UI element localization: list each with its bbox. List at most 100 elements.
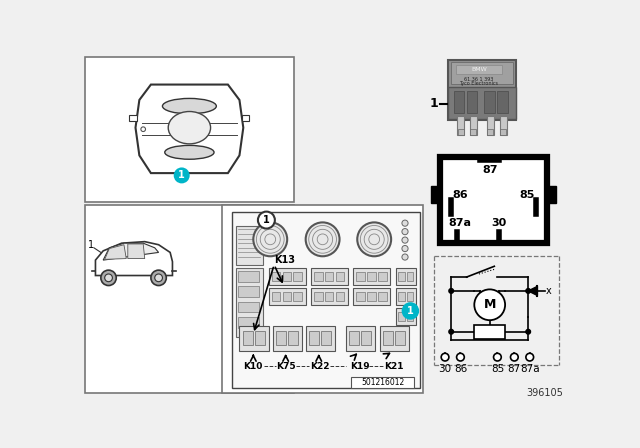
Circle shape — [402, 237, 408, 243]
Bar — [273, 326, 302, 351]
Bar — [396, 308, 416, 325]
Bar — [238, 317, 259, 328]
Bar — [395, 331, 405, 345]
Circle shape — [526, 329, 531, 334]
Text: 501216012: 501216012 — [361, 378, 404, 387]
Circle shape — [526, 289, 531, 293]
Text: 1: 1 — [88, 240, 94, 250]
Circle shape — [493, 353, 501, 361]
Bar — [84, 57, 294, 202]
Circle shape — [141, 127, 145, 132]
Text: M: M — [483, 298, 496, 311]
Circle shape — [357, 222, 391, 256]
Bar — [242, 116, 250, 121]
Bar — [484, 91, 495, 113]
Bar — [276, 331, 285, 345]
Bar — [346, 326, 375, 351]
Text: BMW: BMW — [471, 67, 487, 72]
Polygon shape — [95, 241, 172, 276]
Text: 86: 86 — [454, 364, 467, 374]
Text: K10: K10 — [244, 362, 263, 371]
Bar — [236, 226, 262, 265]
Bar — [314, 292, 323, 301]
Bar — [500, 129, 506, 134]
Bar — [356, 292, 365, 301]
Circle shape — [402, 246, 408, 252]
Bar — [406, 292, 413, 301]
Bar — [351, 377, 414, 388]
Bar — [458, 129, 463, 134]
Bar — [547, 186, 556, 203]
Bar — [356, 271, 365, 281]
Bar — [454, 91, 464, 113]
Circle shape — [402, 254, 408, 260]
Text: 87a: 87a — [520, 364, 540, 374]
Bar — [456, 65, 502, 74]
Bar — [431, 186, 440, 203]
Bar — [367, 292, 376, 301]
Polygon shape — [103, 243, 159, 260]
Text: 87: 87 — [482, 165, 497, 175]
Bar — [236, 268, 262, 337]
Bar — [243, 331, 253, 345]
Text: 87a: 87a — [448, 218, 471, 228]
Circle shape — [456, 353, 464, 361]
Bar — [406, 271, 413, 281]
Bar — [325, 271, 333, 281]
Ellipse shape — [163, 99, 216, 114]
Bar — [293, 292, 302, 301]
Bar — [84, 205, 294, 392]
Bar — [239, 326, 269, 351]
Circle shape — [151, 270, 166, 285]
Text: x: x — [545, 286, 551, 296]
Circle shape — [449, 289, 454, 293]
Bar — [272, 292, 280, 301]
Text: 85: 85 — [491, 364, 504, 374]
Bar — [283, 271, 291, 281]
Circle shape — [402, 228, 408, 235]
Text: 1: 1 — [263, 215, 270, 225]
Text: 1: 1 — [407, 306, 414, 316]
Text: 61.36 1 393: 61.36 1 393 — [464, 77, 493, 82]
Bar — [238, 271, 259, 282]
Bar — [325, 292, 333, 301]
Text: 86: 86 — [452, 190, 468, 200]
Bar — [221, 205, 424, 392]
Text: 396105: 396105 — [526, 388, 563, 397]
Circle shape — [101, 270, 116, 285]
Polygon shape — [136, 85, 243, 173]
Bar — [353, 268, 390, 285]
Bar — [361, 331, 371, 345]
Text: 1: 1 — [430, 97, 438, 110]
Bar — [396, 288, 416, 305]
Bar — [448, 87, 516, 119]
Bar — [293, 271, 302, 281]
Text: 30: 30 — [438, 364, 452, 374]
Text: 85: 85 — [519, 190, 534, 200]
Text: K19: K19 — [349, 362, 369, 371]
Bar — [129, 116, 137, 121]
Circle shape — [258, 211, 275, 228]
Ellipse shape — [168, 112, 211, 144]
Bar — [406, 312, 413, 321]
Bar — [288, 331, 298, 345]
Bar — [470, 116, 477, 134]
Polygon shape — [105, 245, 126, 259]
Circle shape — [511, 353, 518, 361]
Bar — [497, 91, 508, 113]
Bar — [383, 331, 393, 345]
Circle shape — [526, 353, 534, 361]
Bar — [398, 312, 405, 321]
Circle shape — [306, 222, 340, 256]
Circle shape — [441, 353, 449, 361]
Bar — [396, 268, 416, 285]
Bar — [311, 268, 348, 285]
Bar — [283, 292, 291, 301]
Bar — [238, 302, 259, 313]
Text: K21: K21 — [384, 362, 403, 371]
Bar — [353, 288, 390, 305]
Circle shape — [402, 220, 408, 226]
Ellipse shape — [164, 146, 214, 159]
Text: K75: K75 — [276, 362, 296, 371]
Circle shape — [175, 168, 189, 182]
